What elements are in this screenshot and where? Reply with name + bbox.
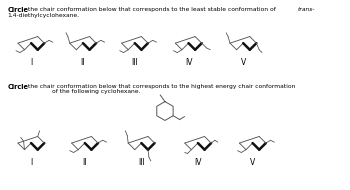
Text: III: III [131,58,138,67]
Text: of the following cyclohexane.: of the following cyclohexane. [52,89,140,94]
Text: I: I [30,58,32,67]
Text: II: II [83,158,87,167]
Text: Circle: Circle [8,84,29,90]
Text: Circle: Circle [8,7,29,13]
Text: II: II [81,58,85,67]
Text: IV: IV [194,158,202,167]
Text: 1,4-diethylcyclohexane.: 1,4-diethylcyclohexane. [8,13,79,18]
Text: IV: IV [185,58,192,67]
Text: V: V [240,58,246,67]
Text: V: V [250,158,255,167]
Text: III: III [138,158,145,167]
Text: the chair conformation below that corresponds to the highest energy chair confor: the chair conformation below that corres… [28,84,296,89]
Text: I: I [30,158,32,167]
Text: trans-: trans- [298,7,315,12]
Text: the chair conformation below that corresponds to the least stable conformation o: the chair conformation below that corres… [28,7,276,12]
